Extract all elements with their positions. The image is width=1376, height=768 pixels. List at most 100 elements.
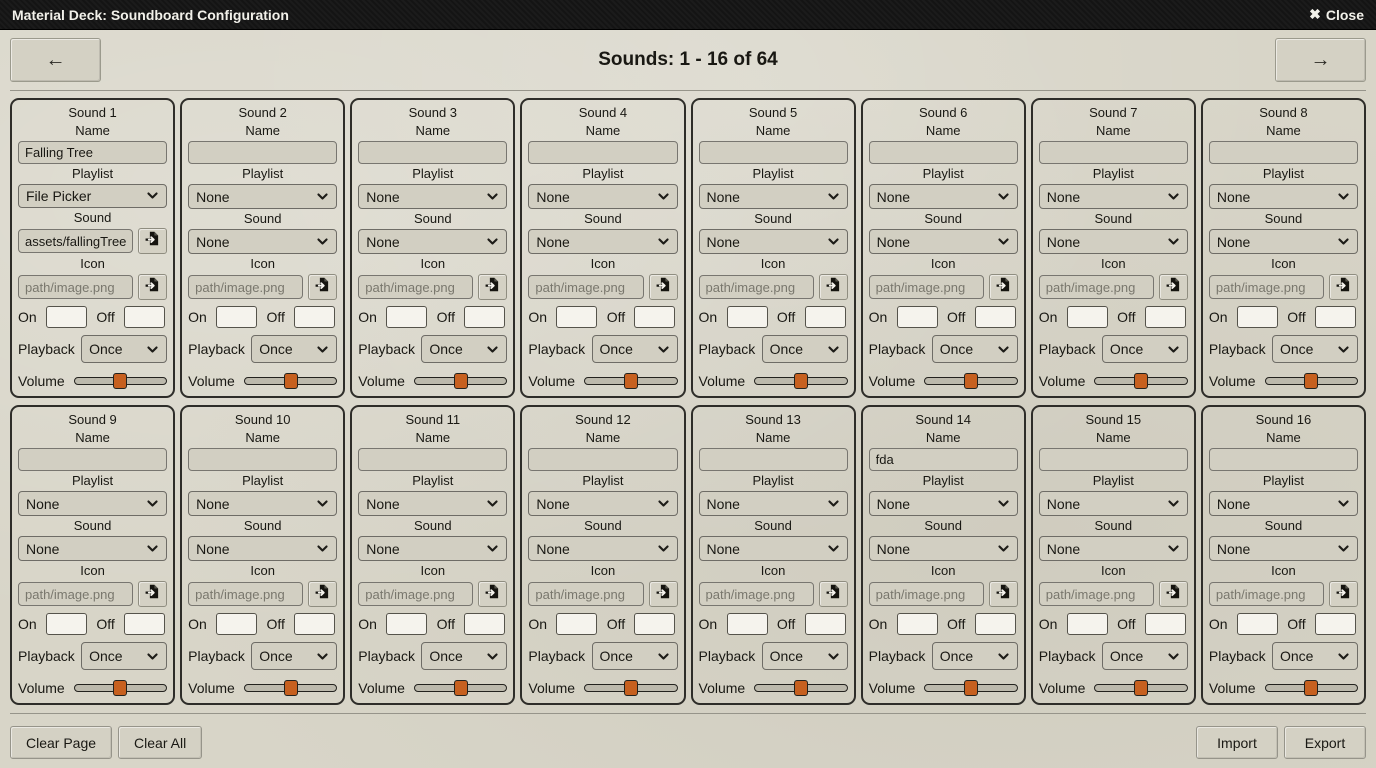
icon-file-picker-button[interactable] <box>988 274 1018 300</box>
on-color-swatch[interactable] <box>556 613 598 635</box>
sound-file-picker-button[interactable] <box>138 228 168 254</box>
playlist-select[interactable]: None <box>1208 491 1358 517</box>
sound-select[interactable]: None <box>698 229 848 254</box>
name-input[interactable] <box>1038 448 1188 472</box>
playlist-select[interactable]: None <box>528 184 678 210</box>
on-color-swatch[interactable] <box>1066 306 1108 328</box>
off-color-swatch[interactable] <box>1314 306 1356 328</box>
icon-file-picker-button[interactable] <box>1158 274 1188 300</box>
name-input[interactable] <box>868 448 1018 472</box>
volume-slider[interactable] <box>754 372 848 390</box>
off-color-swatch[interactable] <box>124 306 166 328</box>
icon-file-picker-button[interactable] <box>648 581 678 607</box>
icon-path-input[interactable] <box>698 275 814 299</box>
volume-slider-thumb[interactable] <box>283 373 298 389</box>
next-page-button[interactable]: → <box>1275 38 1366 82</box>
volume-slider-thumb[interactable] <box>964 680 979 696</box>
icon-file-picker-button[interactable] <box>308 274 338 300</box>
on-color-swatch[interactable] <box>216 306 258 328</box>
playback-select[interactable]: Once <box>591 335 678 363</box>
volume-slider[interactable] <box>73 679 168 697</box>
sound-select[interactable]: None <box>1038 536 1188 561</box>
playlist-select[interactable]: None <box>1038 491 1188 517</box>
sound-select[interactable]: None <box>528 536 678 561</box>
off-color-swatch[interactable] <box>634 306 676 328</box>
playlist-select[interactable]: None <box>868 491 1018 517</box>
icon-file-picker-button[interactable] <box>478 274 508 300</box>
icon-path-input[interactable] <box>188 275 304 299</box>
on-color-swatch[interactable] <box>1066 613 1108 635</box>
icon-file-picker-button[interactable] <box>988 581 1018 607</box>
off-color-swatch[interactable] <box>804 613 846 635</box>
sound-select[interactable]: None <box>868 536 1018 561</box>
name-input[interactable] <box>18 448 168 472</box>
icon-path-input[interactable] <box>1208 582 1324 606</box>
volume-slider-thumb[interactable] <box>453 680 468 696</box>
icon-file-picker-button[interactable] <box>478 581 508 607</box>
volume-slider[interactable] <box>584 372 678 390</box>
sound-select[interactable]: None <box>1038 229 1188 254</box>
volume-slider-thumb[interactable] <box>113 680 128 696</box>
playlist-select[interactable]: None <box>18 491 168 517</box>
icon-path-input[interactable] <box>528 275 644 299</box>
off-color-swatch[interactable] <box>634 613 676 635</box>
icon-path-input[interactable] <box>698 582 814 606</box>
on-color-swatch[interactable] <box>216 613 258 635</box>
volume-slider[interactable] <box>243 372 338 390</box>
off-color-swatch[interactable] <box>464 613 506 635</box>
playlist-select[interactable]: None <box>1208 184 1358 210</box>
name-input[interactable] <box>1038 141 1188 165</box>
sound-select[interactable]: None <box>358 229 508 254</box>
on-color-swatch[interactable] <box>726 613 768 635</box>
icon-path-input[interactable] <box>528 582 644 606</box>
icon-file-picker-button[interactable] <box>648 274 678 300</box>
volume-slider-thumb[interactable] <box>964 373 979 389</box>
playlist-select[interactable]: None <box>868 184 1018 210</box>
playback-select[interactable]: Once <box>81 642 168 670</box>
playlist-select[interactable]: None <box>188 491 338 517</box>
icon-file-picker-button[interactable] <box>1158 581 1188 607</box>
icon-file-picker-button[interactable] <box>1329 274 1358 300</box>
off-color-swatch[interactable] <box>1144 306 1186 328</box>
sound-select[interactable]: None <box>698 536 848 561</box>
playback-select[interactable]: Once <box>251 335 338 363</box>
icon-path-input[interactable] <box>868 582 984 606</box>
off-color-swatch[interactable] <box>974 613 1016 635</box>
name-input[interactable] <box>1208 448 1358 472</box>
volume-slider[interactable] <box>1094 372 1188 390</box>
volume-slider[interactable] <box>413 372 508 390</box>
import-button[interactable]: Import <box>1196 726 1278 759</box>
on-color-swatch[interactable] <box>1236 306 1278 328</box>
volume-slider[interactable] <box>1264 679 1358 697</box>
name-input[interactable] <box>698 141 848 165</box>
playback-select[interactable]: Once <box>1272 335 1358 363</box>
off-color-swatch[interactable] <box>464 306 506 328</box>
icon-path-input[interactable] <box>868 275 984 299</box>
playlist-select[interactable]: None <box>528 491 678 517</box>
off-color-swatch[interactable] <box>294 306 336 328</box>
name-input[interactable] <box>18 141 168 164</box>
off-color-swatch[interactable] <box>294 613 336 635</box>
off-color-swatch[interactable] <box>1314 613 1356 635</box>
volume-slider[interactable] <box>1094 679 1188 697</box>
icon-path-input[interactable] <box>18 582 134 606</box>
playback-select[interactable]: Once <box>421 335 508 363</box>
playback-select[interactable]: Once <box>761 335 848 363</box>
playlist-select[interactable]: None <box>358 184 508 210</box>
playlist-select[interactable]: None <box>1038 184 1188 210</box>
icon-file-picker-button[interactable] <box>818 581 848 607</box>
name-input[interactable] <box>528 141 678 165</box>
name-input[interactable] <box>868 141 1018 165</box>
icon-path-input[interactable] <box>18 275 134 299</box>
name-input[interactable] <box>188 141 338 165</box>
on-color-swatch[interactable] <box>556 306 598 328</box>
name-input[interactable] <box>698 448 848 472</box>
icon-path-input[interactable] <box>1038 275 1154 299</box>
playlist-select[interactable]: None <box>698 184 848 210</box>
icon-path-input[interactable] <box>188 582 304 606</box>
volume-slider-thumb[interactable] <box>1134 373 1149 389</box>
sound-file-input[interactable] <box>18 229 134 253</box>
volume-slider[interactable] <box>73 372 168 390</box>
volume-slider[interactable] <box>754 679 848 697</box>
sound-select[interactable]: None <box>188 536 338 561</box>
